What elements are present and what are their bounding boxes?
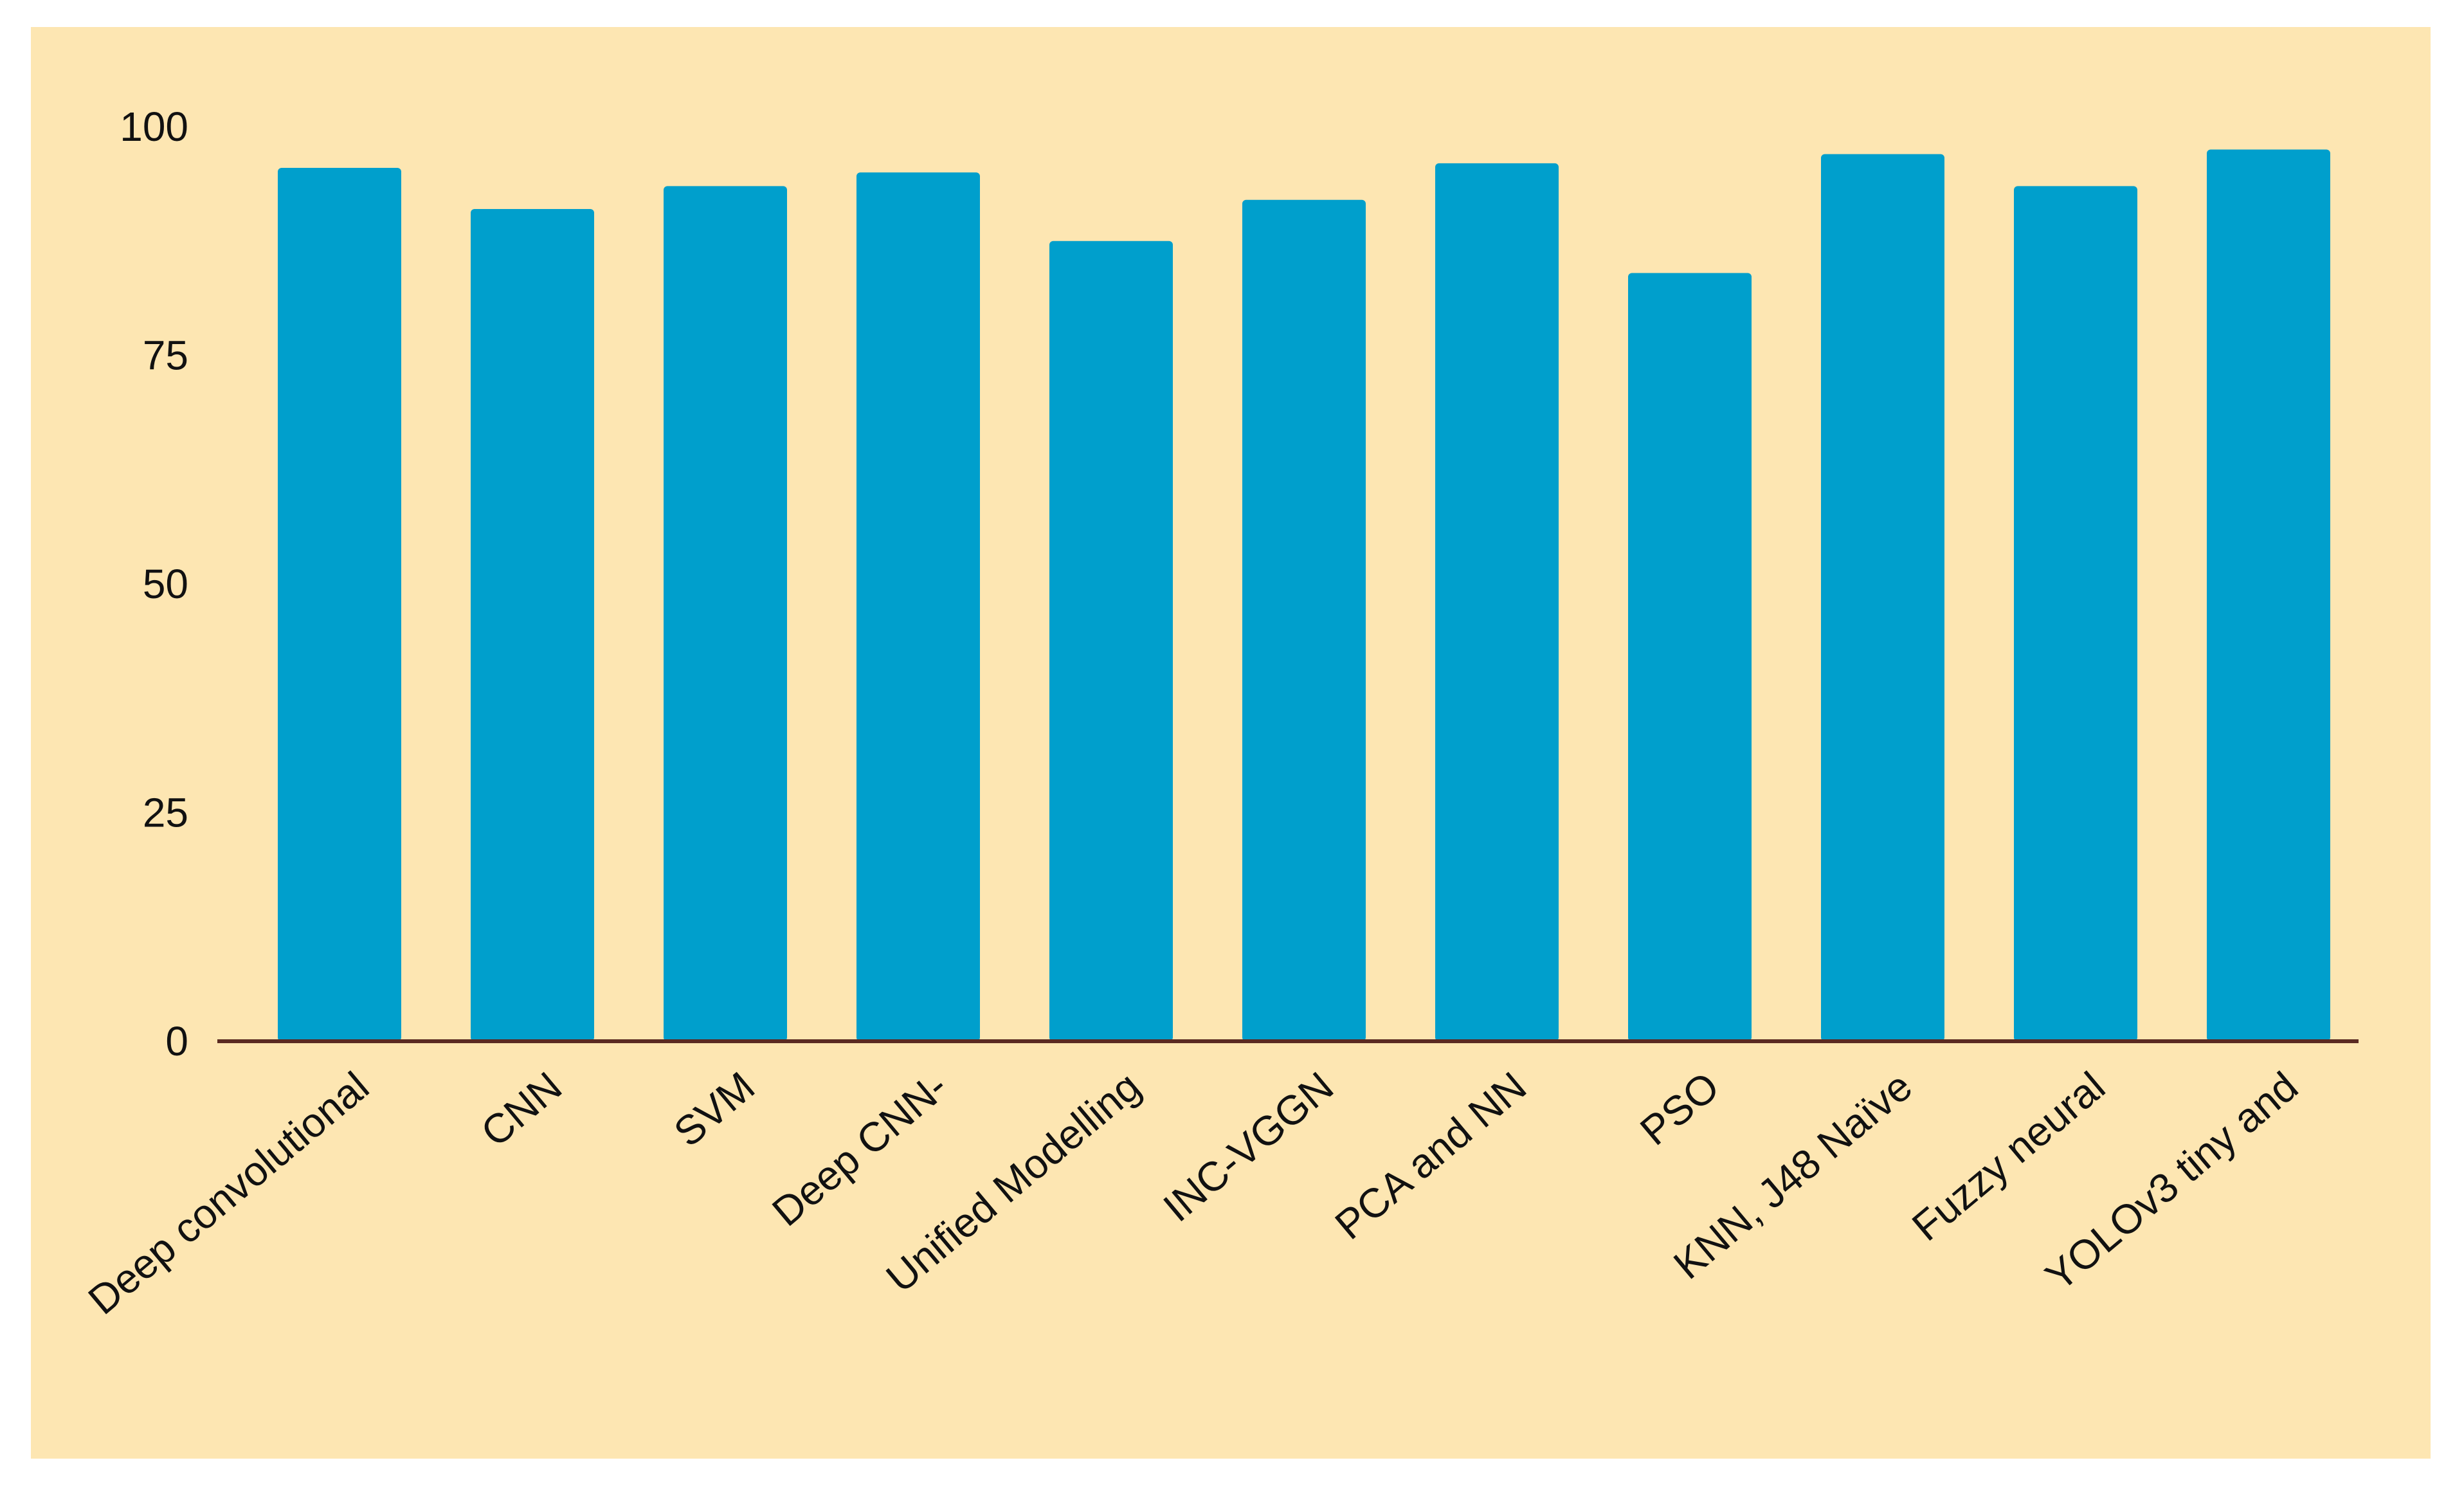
bar-1 bbox=[471, 208, 594, 1042]
bar-8 bbox=[1821, 154, 1944, 1041]
y-tick-label-2: 50 bbox=[143, 561, 188, 607]
bar-2 bbox=[664, 186, 787, 1042]
y-axis-ticks: 0 25 50 75 100 bbox=[120, 104, 188, 1064]
y-tick-label-1: 25 bbox=[143, 790, 188, 836]
bar-5 bbox=[1242, 199, 1366, 1041]
y-tick-label-4: 100 bbox=[120, 104, 188, 150]
bars-layer bbox=[278, 149, 2330, 1042]
bar-0 bbox=[278, 167, 401, 1041]
x-category-label-5: INC-VGGN bbox=[1155, 1063, 1342, 1231]
x-category-label-7: PSO bbox=[1631, 1063, 1728, 1154]
y-tick-label-3: 75 bbox=[143, 333, 188, 379]
x-category-label-3: Deep CNN- bbox=[763, 1063, 956, 1235]
x-category-label-6: PCA and NN bbox=[1327, 1063, 1535, 1248]
bar-9 bbox=[2014, 186, 2137, 1042]
x-category-label-2: SVM bbox=[665, 1063, 763, 1156]
bar-3 bbox=[856, 172, 980, 1042]
bar-6 bbox=[1435, 163, 1559, 1041]
y-tick-label-0: 0 bbox=[165, 1018, 188, 1064]
bar-4 bbox=[1049, 241, 1173, 1041]
bar-10 bbox=[2207, 149, 2330, 1041]
bar-7 bbox=[1628, 273, 1752, 1041]
x-category-label-9: Fuzzy neural bbox=[1903, 1063, 2114, 1250]
x-category-label-0: Deep convolutional bbox=[80, 1063, 377, 1324]
x-axis-labels: Deep convolutional CNN SVM Deep CNN-Unified… bbox=[80, 1063, 2306, 1324]
bar-chart: 0 25 50 75 100 Deep convolutional CNN SVM Deep … bbox=[80, 104, 2359, 1324]
chart-panel: 0 25 50 75 100 Deep convolutional CNN SVM Deep … bbox=[31, 27, 2431, 1459]
x-category-label-1: CNN bbox=[473, 1063, 570, 1156]
